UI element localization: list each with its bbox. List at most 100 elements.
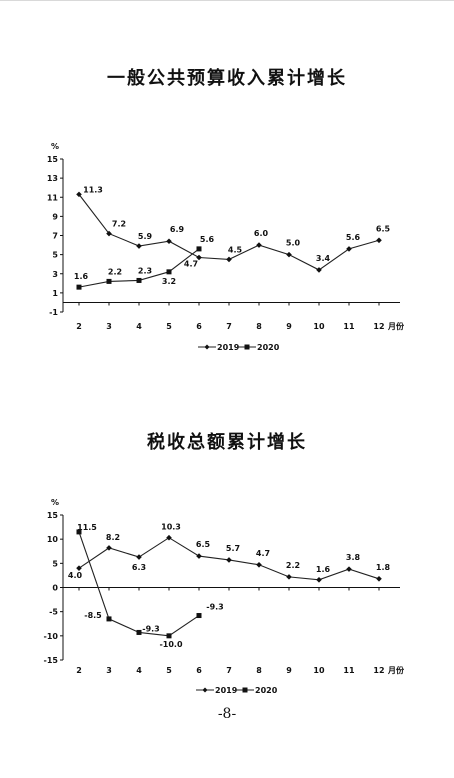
chart2-y-tick-label: 15 bbox=[47, 511, 59, 520]
chart2-x-tick-label: 10 bbox=[313, 666, 325, 675]
chart1-legend-2020-label: 2020 bbox=[257, 343, 280, 352]
chart1-x-tick-label: 8 bbox=[256, 322, 262, 331]
chart1-x-tick-label: 12 bbox=[373, 322, 384, 331]
chart1-series-2019-point bbox=[76, 191, 82, 198]
chart2-series-2019-data-label: 3.8 bbox=[346, 553, 361, 562]
chart2-legend-2019-label: 2019 bbox=[215, 686, 238, 695]
chart2-series-2019-point bbox=[256, 561, 262, 568]
chart2-series-2020-data-label: -9.3 bbox=[142, 624, 160, 633]
chart1-series-2019-point bbox=[196, 254, 202, 261]
chart2-series-2020-point bbox=[106, 616, 112, 622]
chart2-x-unit: 月份 bbox=[387, 665, 405, 675]
chart1-series-2019-point bbox=[106, 230, 112, 237]
chart1-series-2020-point bbox=[136, 277, 142, 283]
chart1-series-2019-data-label: 6.5 bbox=[376, 224, 391, 233]
chart1-series-2019-point bbox=[376, 237, 382, 244]
chart1-x-tick-label: 5 bbox=[166, 322, 172, 331]
chart2-series-2020-point bbox=[76, 529, 82, 535]
chart1-series-2019-data-label: 5.0 bbox=[286, 239, 301, 248]
chart1-series-2020-point bbox=[106, 278, 112, 284]
chart1-x-tick-label: 6 bbox=[196, 322, 202, 331]
chart2-series-2019-point bbox=[226, 557, 232, 563]
chart1-y-tick-label: 3 bbox=[52, 270, 58, 279]
chart2-x-tick-label: 2 bbox=[76, 666, 82, 675]
chart1-series-2020-data-label: 1.6 bbox=[74, 272, 89, 281]
chart1-y-unit: % bbox=[51, 142, 59, 151]
page-number: -8- bbox=[217, 706, 237, 722]
chart2-series-2019-data-label: 4.0 bbox=[68, 571, 83, 580]
chart2-series-2019-point bbox=[166, 534, 172, 541]
chart2-y-tick-label: -15 bbox=[44, 656, 59, 665]
chart2-series-2020-data-label: -8.5 bbox=[84, 611, 102, 620]
chart1-y-tick-label: 1 bbox=[52, 289, 58, 298]
chart1-series-2020-point bbox=[196, 246, 202, 252]
chart2-y-tick-label: -5 bbox=[49, 608, 58, 617]
chart1-series-2019-data-label: 4.5 bbox=[228, 245, 243, 254]
chart1-series-2020-point bbox=[166, 269, 172, 275]
chart1-x-tick-label: 11 bbox=[343, 322, 355, 331]
chart1-series-2019-data-label: 4.7 bbox=[184, 259, 198, 268]
chart1-y-tick-label: 11 bbox=[47, 193, 59, 202]
chart2-legend-2020-marker bbox=[242, 687, 248, 693]
chart1-y-tick-label: 9 bbox=[52, 212, 58, 221]
chart1-series-2019-point bbox=[166, 238, 172, 245]
chart2-x-tick-label: 4 bbox=[136, 666, 142, 675]
chart1-series-2020-data-label: 5.6 bbox=[200, 235, 215, 244]
chart2-series-2019-point bbox=[346, 566, 352, 572]
chart1-series-2020-point bbox=[76, 284, 82, 290]
chart1-series-2019-point bbox=[256, 242, 262, 248]
chart2-series-2020-data-label: 11.5 bbox=[77, 523, 97, 532]
chart1-y-tick-label: 15 bbox=[47, 155, 59, 164]
chart2-y-tick-label: 0 bbox=[52, 584, 58, 593]
chart1-series-2019-point bbox=[226, 256, 232, 263]
chart1-series-2019-data-label: 7.2 bbox=[112, 220, 126, 229]
chart2-series-2019-point bbox=[106, 545, 112, 551]
chart2-x-tick-label: 11 bbox=[343, 666, 355, 675]
chart2-y-tick-label: 5 bbox=[52, 559, 58, 568]
chart2-series-2019-data-label: 10.3 bbox=[161, 523, 181, 532]
chart2-series-2019-data-label: 6.5 bbox=[196, 540, 211, 549]
chart1-y-tick-label: 7 bbox=[52, 232, 58, 241]
chart2-series-2020-point bbox=[196, 613, 202, 619]
top-border bbox=[0, 0, 454, 1]
chart2-series-2019-data-label: 6.3 bbox=[132, 563, 146, 572]
chart2-legend-2020-label: 2020 bbox=[255, 686, 278, 695]
chart1-x-tick-label: 9 bbox=[286, 322, 292, 331]
chart2-y-tick-label: 10 bbox=[47, 535, 59, 544]
chart1-x-tick-label: 3 bbox=[106, 322, 112, 331]
chart2-series-2020-point bbox=[166, 633, 172, 639]
chart2-series-2020-data-label: -10.0 bbox=[159, 640, 182, 649]
chart2-x-tick-label: 6 bbox=[196, 666, 202, 675]
chart2-x-tick-label: 12 bbox=[373, 666, 384, 675]
chart2-series-2019-point bbox=[376, 576, 382, 582]
chart2-series-2019-data-label: 1.8 bbox=[376, 563, 391, 572]
chart1-y-tick-label: -1 bbox=[49, 308, 58, 317]
chart1-series-2019-data-label: 6.0 bbox=[254, 229, 269, 238]
chart1-series-2019-point bbox=[316, 267, 322, 273]
chart2-series-2019-data-label: 2.2 bbox=[286, 561, 300, 570]
chart1-x-tick-label: 7 bbox=[226, 322, 232, 331]
chart2-legend-2019-marker bbox=[202, 687, 208, 693]
chart2-series-2020-point bbox=[136, 629, 142, 635]
chart1-series-2019-data-label: 11.3 bbox=[83, 185, 103, 194]
chart2-x-tick-label: 3 bbox=[106, 666, 112, 675]
chart2-series-2019-point bbox=[316, 576, 322, 583]
chart1-y-tick-label: 13 bbox=[47, 174, 58, 183]
chart2-series-2020-data-label: -9.3 bbox=[206, 603, 224, 612]
chart2-x-tick-label: 5 bbox=[166, 666, 172, 675]
chart1-x-tick-label: 10 bbox=[313, 322, 325, 331]
chart2-series-2019-point bbox=[286, 574, 292, 580]
chart2-series-2019-point bbox=[136, 554, 142, 560]
chart2-series-2019-point bbox=[76, 565, 82, 571]
chart1-y-tick-label: 5 bbox=[52, 251, 58, 260]
chart2-series-2020-line bbox=[78, 531, 200, 637]
chart2-y-tick-label: -10 bbox=[44, 632, 59, 641]
chart2-series-2019-data-label: 8.2 bbox=[106, 533, 120, 542]
chart1-series-2019-data-label: 3.4 bbox=[316, 254, 331, 263]
chart2-series-2019-data-label: 4.7 bbox=[256, 549, 270, 558]
chart1-x-unit: 月份 bbox=[387, 321, 405, 331]
chart2-series-2019-data-label: 1.6 bbox=[316, 565, 331, 574]
chart1-series-2020-data-label: 2.3 bbox=[138, 266, 152, 275]
chart1-series-2019-point bbox=[136, 243, 142, 249]
